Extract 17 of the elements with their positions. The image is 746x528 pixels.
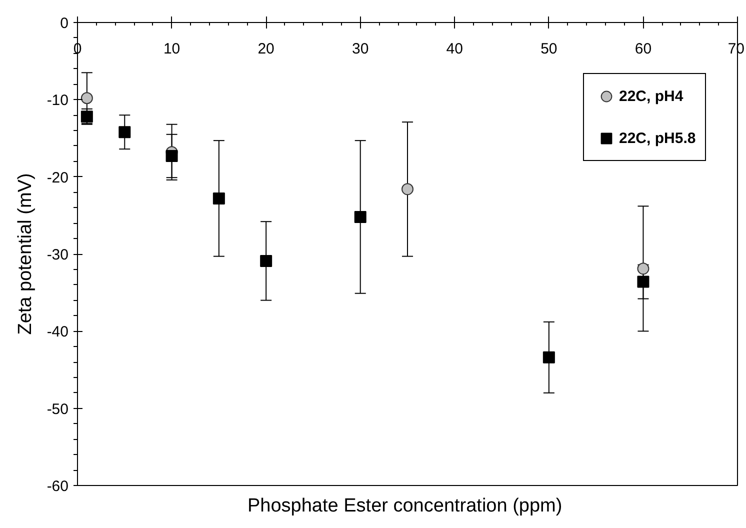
y-tick-label: -60 [46,478,69,495]
y-tick-label: -40 [46,324,69,341]
legend-label: 22C, pH5.8 [619,129,696,147]
x-tick-label: 20 [258,40,274,58]
y-tick-label: -20 [46,169,69,186]
x-axis-title: Phosphate Ester concentration (ppm) [248,496,562,516]
x-tick-label: 10 [163,40,180,58]
y-tick-label: -10 [46,92,69,110]
y-axis-title: Zeta potential (mV) [14,173,36,335]
x-tick-label: 50 [540,40,558,58]
x-tick-label: 40 [446,40,463,58]
x-tick-label: 60 [634,40,652,58]
y-tick-label: 0 [60,15,68,32]
y-tick-label: -50 [46,400,69,418]
x-tick-label: 30 [352,40,369,58]
y-tick-label: -30 [46,246,69,264]
legend-label: 22C, pH4 [619,87,684,105]
